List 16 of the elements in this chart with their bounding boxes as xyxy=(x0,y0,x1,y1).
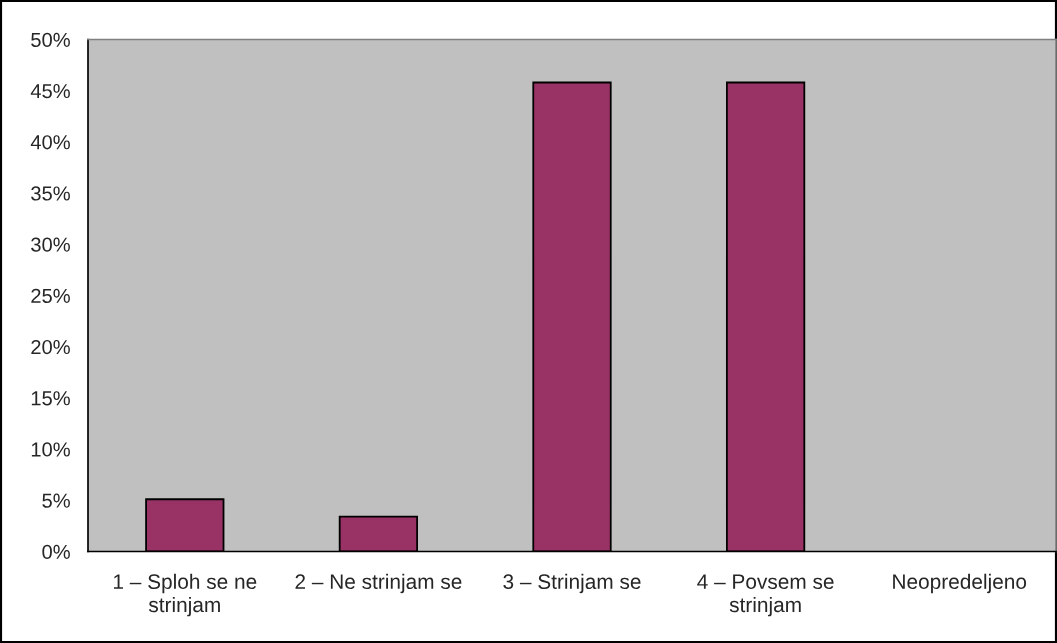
x-tick-label: 1 – Sploh se ne strinjam xyxy=(114,573,257,617)
y-tick-label: 25% xyxy=(31,288,70,303)
x-tick-label: 4 – Povsem se strinjam xyxy=(697,574,834,617)
x-tick-label: 3 – Strinjam se xyxy=(503,573,641,594)
y-tick-label: 20% xyxy=(31,339,70,355)
x-tick-label: 2 – Ne strinjam se xyxy=(295,573,462,594)
y-tick-label: 5% xyxy=(42,493,70,508)
x-tick-label: Neopredeljeno xyxy=(893,573,1027,594)
y-tick-label: 45% xyxy=(30,84,70,99)
y-tick-label: 35% xyxy=(31,186,70,201)
y-tick-label: 40% xyxy=(30,135,70,150)
y-tick-label: 10% xyxy=(31,442,70,457)
y-tick-label: 50% xyxy=(31,32,70,47)
y-tick-label: 30% xyxy=(31,237,70,252)
y-tick-label: 15% xyxy=(31,391,70,406)
y-tick-label: 0% xyxy=(42,544,70,559)
